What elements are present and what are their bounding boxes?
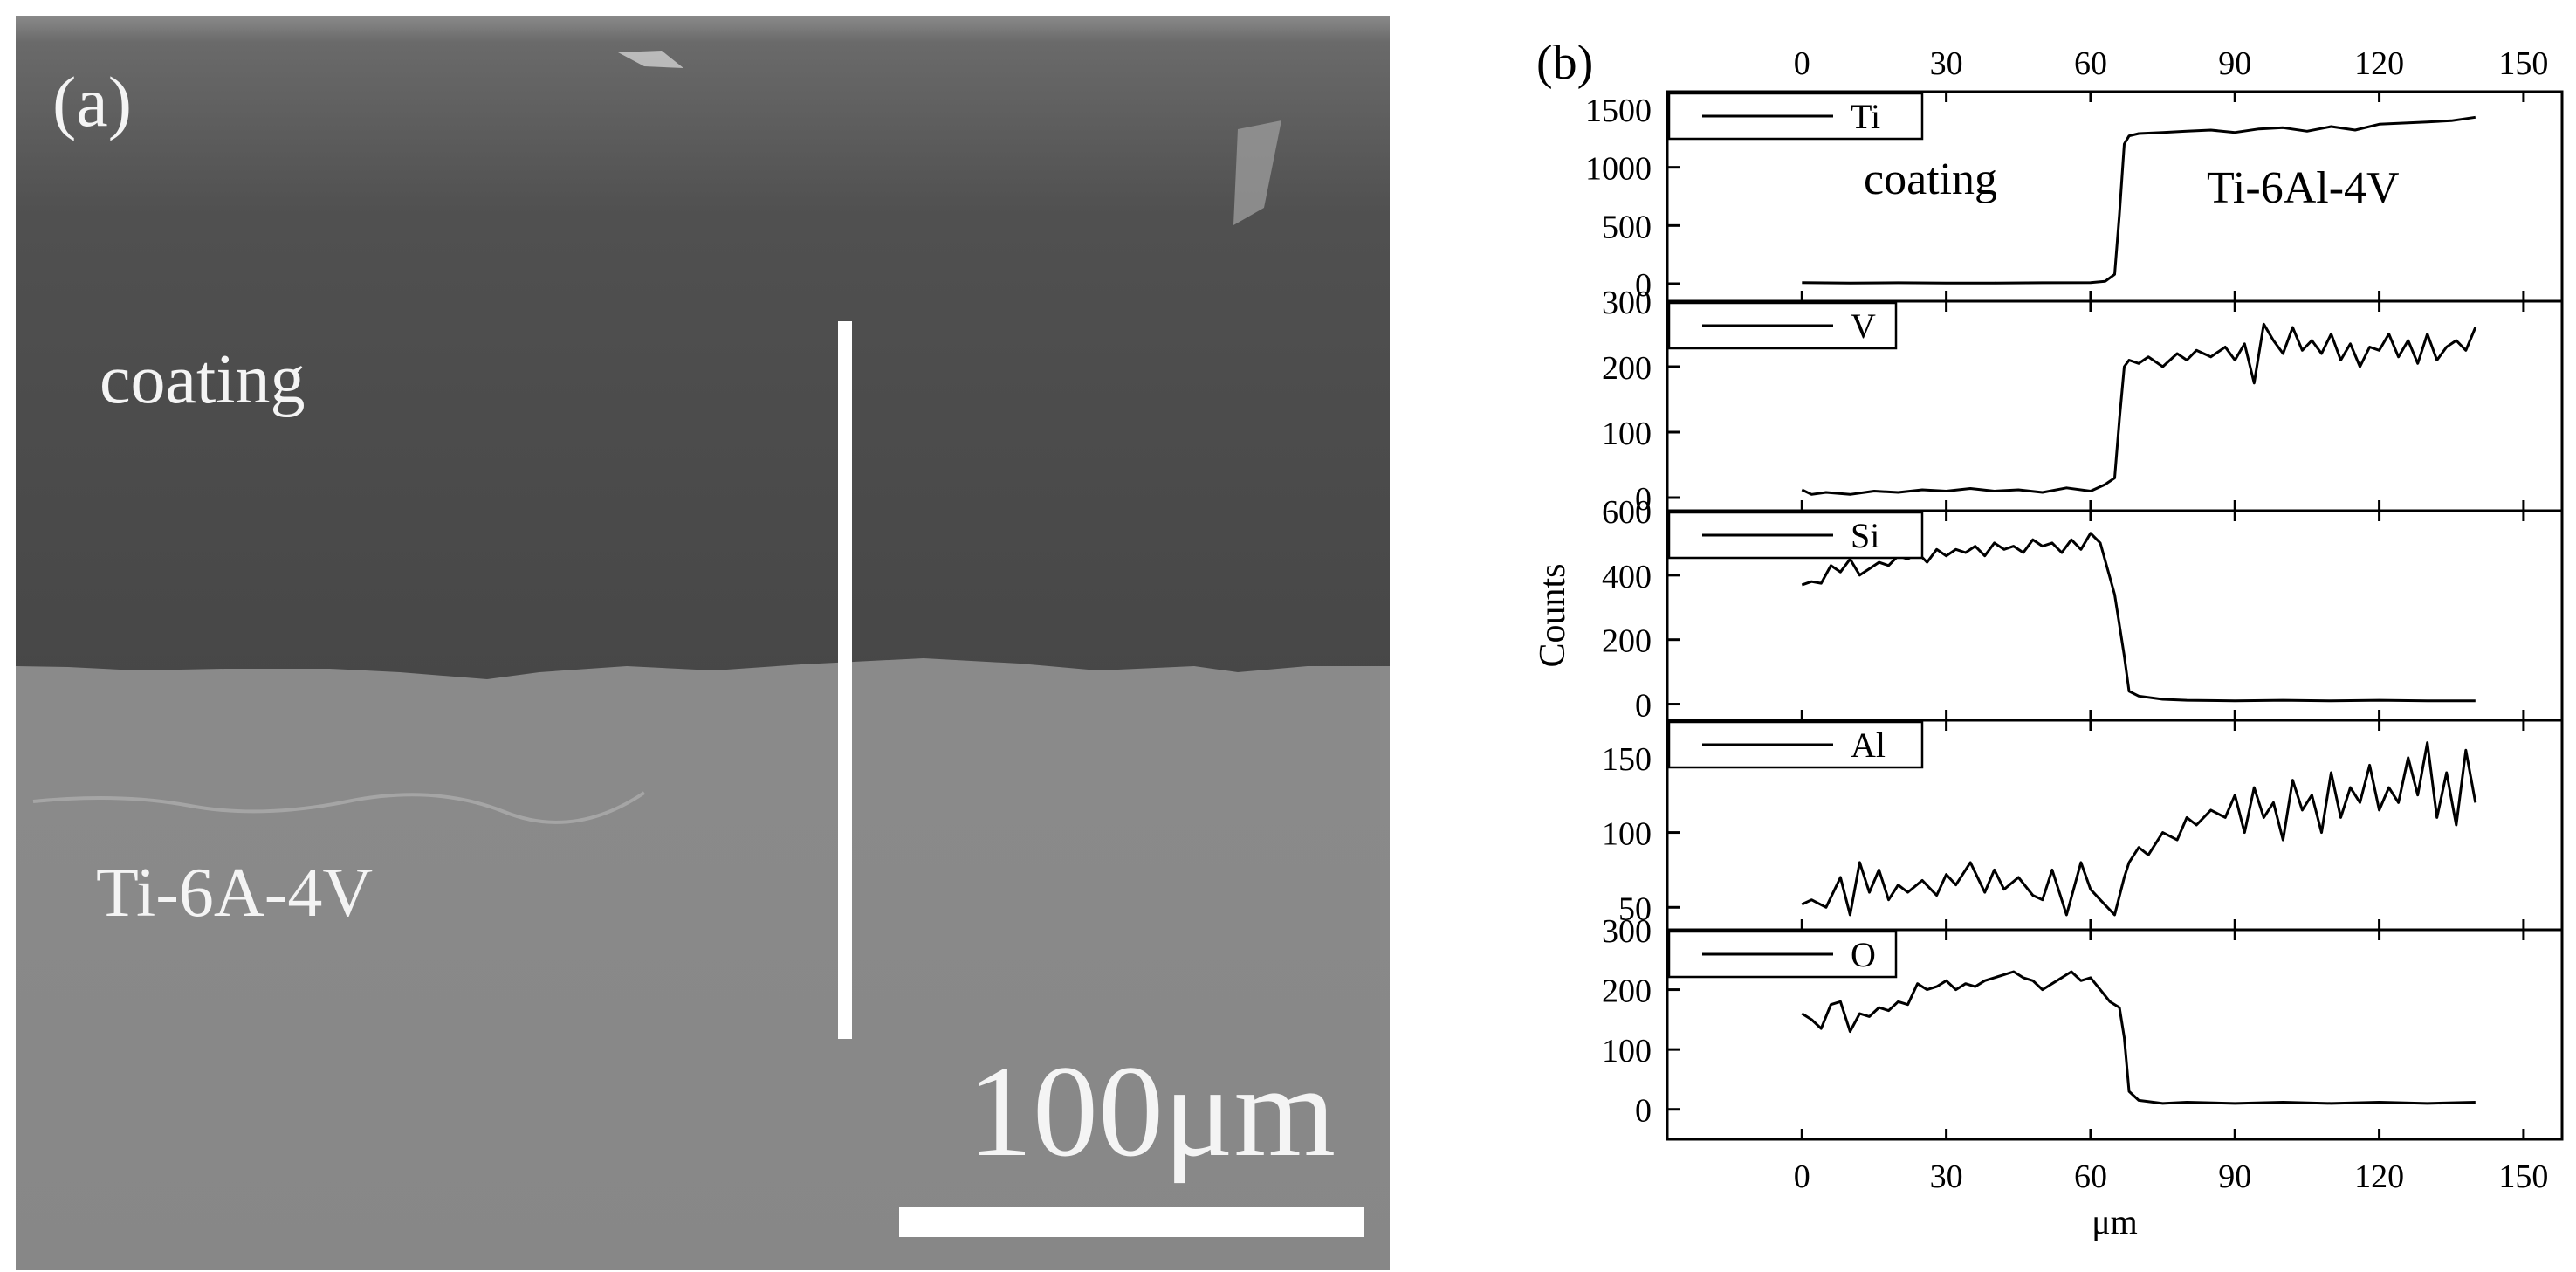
y-tick-label: 0 [1635,267,1652,304]
y-tick-label: 300 [1602,285,1652,321]
eds-line-scan-chart: (b) 0 500 1000 1500 Ti 0 100 200 300 V 0 200 400 600 S… [1501,0,2576,1272]
x-tick-label: 30 [1930,1159,1963,1195]
y-tick-label: 100 [1602,416,1652,452]
x-tick-label-top: 150 [2498,45,2548,82]
series-line-v [1801,322,2477,496]
y-tick-label: 400 [1602,559,1652,595]
y-tick-label: 1500 [1585,93,1652,129]
panel-b-label: (b) [1536,36,1593,90]
substrate-annotation: Ti-6Al-4V [2207,163,2400,213]
legend-si: Si [1667,511,1924,560]
y-tick-label: 1000 [1585,151,1652,188]
y-tick-label: 500 [1602,209,1652,245]
sem-micrograph: (a) coating Ti-6A-4V 100μm [16,16,1390,1270]
y-tick-label: 100 [1602,816,1652,853]
scale-bar [899,1207,1364,1237]
subplot-frame [1666,928,2564,1141]
subplot-v: 0 100 200 300 V [1602,285,2564,518]
legend-label: Al [1851,725,1886,765]
x-tick-label: 150 [2498,1159,2548,1195]
legend-ti: Ti [1667,92,1924,141]
x-tick-label: 60 [2074,1159,2107,1195]
x-tick-label-top: 30 [1930,45,1963,82]
series-line-o [1801,970,2476,1105]
y-tick-label: 200 [1602,973,1652,1010]
coating-surface-debris [618,51,683,68]
y-tick-label: 50 [1618,890,1652,927]
y-tick-label: 0 [1635,1093,1652,1130]
series-line-al [1801,741,2477,917]
scale-bar-label: 100μm [967,1039,1336,1184]
subplot-al: 50 100 150 Al [1602,719,2564,932]
x-tick-label: 0 [1794,1159,1810,1195]
panel-a-label: (a) [52,62,133,141]
legend-label: Si [1851,516,1879,555]
legend-label: Ti [1851,97,1880,136]
interface-crack [32,791,646,824]
y-tick-label: 0 [1635,481,1652,518]
series-line-si [1801,532,2476,703]
y-tick-label: 200 [1602,350,1652,387]
substrate-label: Ti-6A-4V [96,855,374,932]
coating-surface-scratch [1233,120,1281,225]
y-tick-label: 600 [1602,494,1652,531]
y-tick-label: 150 [1602,741,1652,778]
x-axis-label: μm [2092,1202,2138,1241]
x-tick-label: 120 [2354,1159,2404,1195]
subplot-o: 0 100 200 300 O [1602,913,2564,1141]
x-tick-label-top: 0 [1794,45,1810,82]
y-tick-label: 100 [1602,1033,1652,1069]
x-tick-label-top: 60 [2074,45,2107,82]
legend-v: V [1667,301,1898,350]
x-tick-label-top: 120 [2354,45,2404,82]
legend-o: O [1667,930,1898,979]
x-tick-label-top: 90 [2218,45,2251,82]
legend-label: V [1851,306,1876,346]
coating-annotation: coating [1864,155,1997,204]
subplot-si: 0 200 400 600 Si [1602,494,2564,725]
coating-label: coating [100,341,306,418]
legend-label: O [1851,935,1876,974]
series-line-ti [1802,115,2476,285]
x-tick-label: 90 [2218,1159,2251,1195]
coating-region [16,16,1390,679]
subplot-ti: 0 500 1000 1500 Ti [1585,90,2564,304]
y-axis-label: Counts [1533,563,1573,667]
y-tick-label: 300 [1602,913,1652,950]
legend-al: Al [1667,720,1924,769]
y-tick-label: 0 [1635,688,1652,725]
line-scan-marker [838,321,852,1039]
y-tick-label: 200 [1602,623,1652,660]
